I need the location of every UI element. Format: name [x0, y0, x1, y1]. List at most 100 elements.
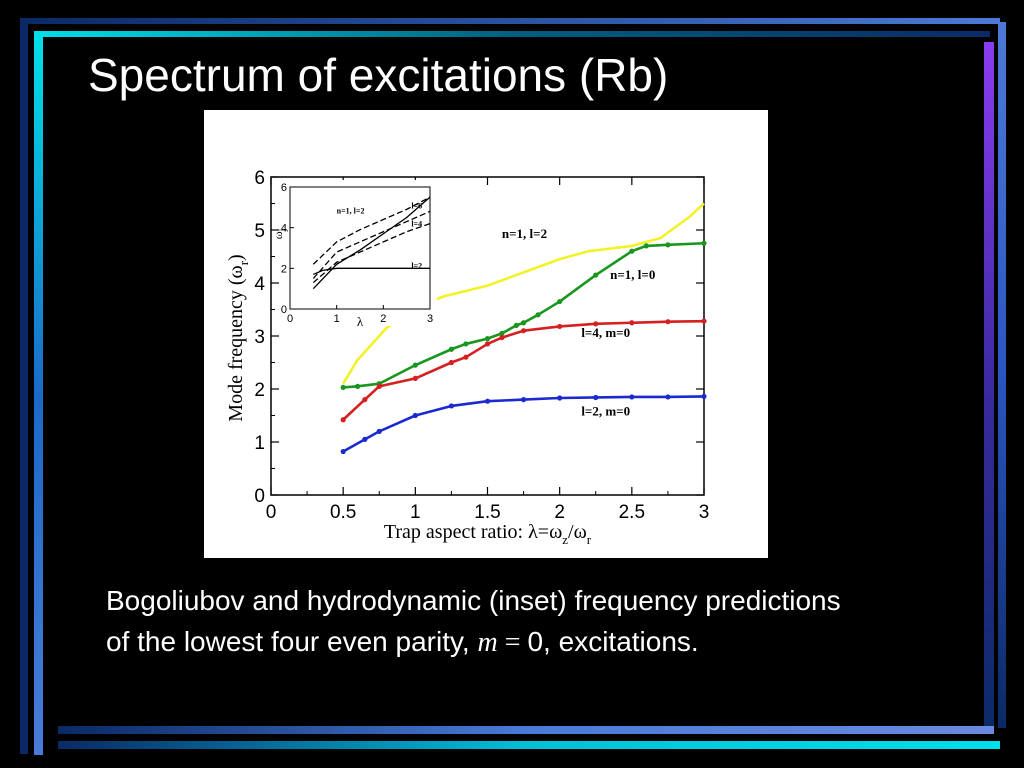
- series-point-2: [513, 322, 519, 328]
- x-tick-label: 3: [699, 502, 710, 523]
- series-point-4: [362, 436, 368, 442]
- series-point-4: [340, 448, 346, 455]
- inset-curve-label: n=1, l=2: [337, 206, 365, 215]
- series-point-3: [701, 318, 707, 324]
- y-axis-label-part: ): [225, 254, 247, 261]
- series-point-3: [362, 397, 368, 403]
- x-axis-label-part: z: [562, 532, 568, 547]
- frame-top-cyan: [34, 31, 990, 37]
- series-point-2: [629, 248, 635, 254]
- series-point-3: [448, 359, 455, 366]
- inset-y-tick-label: 4: [281, 223, 287, 235]
- series-point-4: [376, 428, 382, 434]
- series-point-4: [520, 397, 527, 403]
- y-tick-label: 1: [254, 433, 265, 454]
- inset-series-line-3: [312, 210, 431, 279]
- inset-x-tick-label: 3: [427, 313, 433, 325]
- y-axis-label-part: Mode frequency (ω: [225, 265, 247, 421]
- series-point-3: [557, 323, 563, 330]
- chart-figure: 0 0.5 1 1.5 2 2.5 3 0 1 2 3 4 5 6 Trap aspect ratio: λ…: [204, 110, 768, 558]
- caption-variable: m: [477, 627, 498, 658]
- y-tick-label: 0: [254, 486, 265, 507]
- slide-caption: Bogoliubov and hydrodynamic (inset) freq…: [106, 580, 866, 663]
- inset-frame: [289, 186, 431, 310]
- inset-x-axis-label: λ: [357, 314, 364, 329]
- inset-curve-label: l=2: [411, 261, 422, 270]
- curve-label: l=4, m=0: [581, 325, 630, 340]
- series-point-4: [701, 393, 707, 400]
- inset-x-tick-label: 0: [287, 313, 293, 325]
- series-line-4: [342, 395, 705, 453]
- series-point-3: [376, 383, 382, 389]
- series-point-2: [701, 240, 707, 246]
- series-line-3: [342, 319, 705, 421]
- x-axis-label: Trap aspect ratio: λ=ωz/ωr: [384, 521, 592, 547]
- series-point-3: [593, 321, 599, 327]
- series-point-2: [499, 330, 505, 336]
- series-point-2: [412, 362, 418, 368]
- x-tick-label: 2.5: [619, 502, 645, 523]
- series-point-3: [340, 417, 346, 423]
- inset-x-tick-label: 1: [334, 313, 340, 325]
- inset-y-axis-label-part: ω: [271, 231, 285, 239]
- series-point-4: [448, 403, 455, 409]
- series-point-3: [665, 319, 671, 325]
- x-axis-label-part: Trap aspect ratio: λ=ω: [384, 521, 562, 543]
- inset-y-tick-label: 2: [281, 263, 287, 275]
- series-point-4: [484, 398, 491, 404]
- y-tick-label: 5: [254, 221, 265, 242]
- caption-lead: Bogoliubov and hydrodynamic (inset) freq…: [106, 585, 841, 657]
- inset-series-line-4: [312, 222, 431, 284]
- frame-right-purple: [984, 42, 994, 732]
- series-point-3: [484, 341, 491, 347]
- series-point-2: [557, 298, 563, 305]
- series-point-2: [340, 384, 346, 391]
- series-point-4: [557, 395, 563, 401]
- frame-bottom-blue: [58, 726, 994, 734]
- inset-y-axis-label-part: j: [278, 229, 288, 233]
- series-point-2: [520, 320, 527, 326]
- series-point-3: [499, 334, 505, 341]
- series-point-3: [520, 328, 527, 334]
- series-point-3: [629, 320, 635, 326]
- x-tick-label: 1.5: [474, 502, 500, 523]
- series-point-3: [412, 375, 418, 381]
- inset-curve-label: l=6: [411, 201, 422, 210]
- y-axis-label: Mode frequency (ωr): [225, 254, 251, 421]
- x-tick-label: 0: [266, 502, 277, 523]
- curve-label: n=1, l=0: [610, 267, 655, 282]
- inset-series-line-2: [312, 196, 431, 265]
- caption-equals: =: [497, 627, 528, 658]
- inset-curve-label: l=4: [411, 220, 422, 229]
- series-point-4: [593, 394, 599, 401]
- slide-title: Spectrum of excitations (Rb): [88, 49, 669, 101]
- x-axis-label-part: /ω: [568, 521, 587, 543]
- x-tick-label: 1: [410, 502, 421, 523]
- y-tick-label: 2: [254, 380, 265, 401]
- series-point-2: [448, 346, 455, 352]
- series-point-2: [484, 336, 491, 342]
- series-point-2: [665, 242, 671, 248]
- frame-left-cyan: [34, 37, 43, 755]
- inset-y-axis-label: ωj: [271, 229, 288, 239]
- chart-svg: 0 0.5 1 1.5 2 2.5 3 0 1 2 3 4 5 6 Trap aspect ratio: λ…: [225, 168, 710, 547]
- x-axis-label-part: r: [587, 532, 592, 547]
- x-tick-label: 2: [554, 502, 565, 523]
- caption-tail: 0, excitations.: [527, 626, 699, 657]
- frame-bottom-cyan: [58, 741, 1000, 749]
- series-point-3: [463, 354, 469, 360]
- y-tick-label: 3: [254, 327, 265, 348]
- y-axis-label-part: r: [236, 260, 251, 265]
- inset-x-tick-label: 2: [380, 313, 386, 325]
- y-tick-label: 6: [254, 168, 265, 189]
- inset-series-line-5: [313, 267, 430, 276]
- x-tick-label: 0.5: [330, 502, 356, 523]
- series-point-2: [593, 272, 599, 278]
- series-point-4: [629, 394, 635, 400]
- inset-y-tick-label: 0: [281, 304, 287, 316]
- series-point-2: [535, 312, 541, 318]
- series-point-4: [665, 394, 671, 400]
- frame-left-dark: [20, 24, 28, 754]
- curve-label: l=2, m=0: [581, 404, 630, 419]
- series-point-2: [643, 243, 649, 249]
